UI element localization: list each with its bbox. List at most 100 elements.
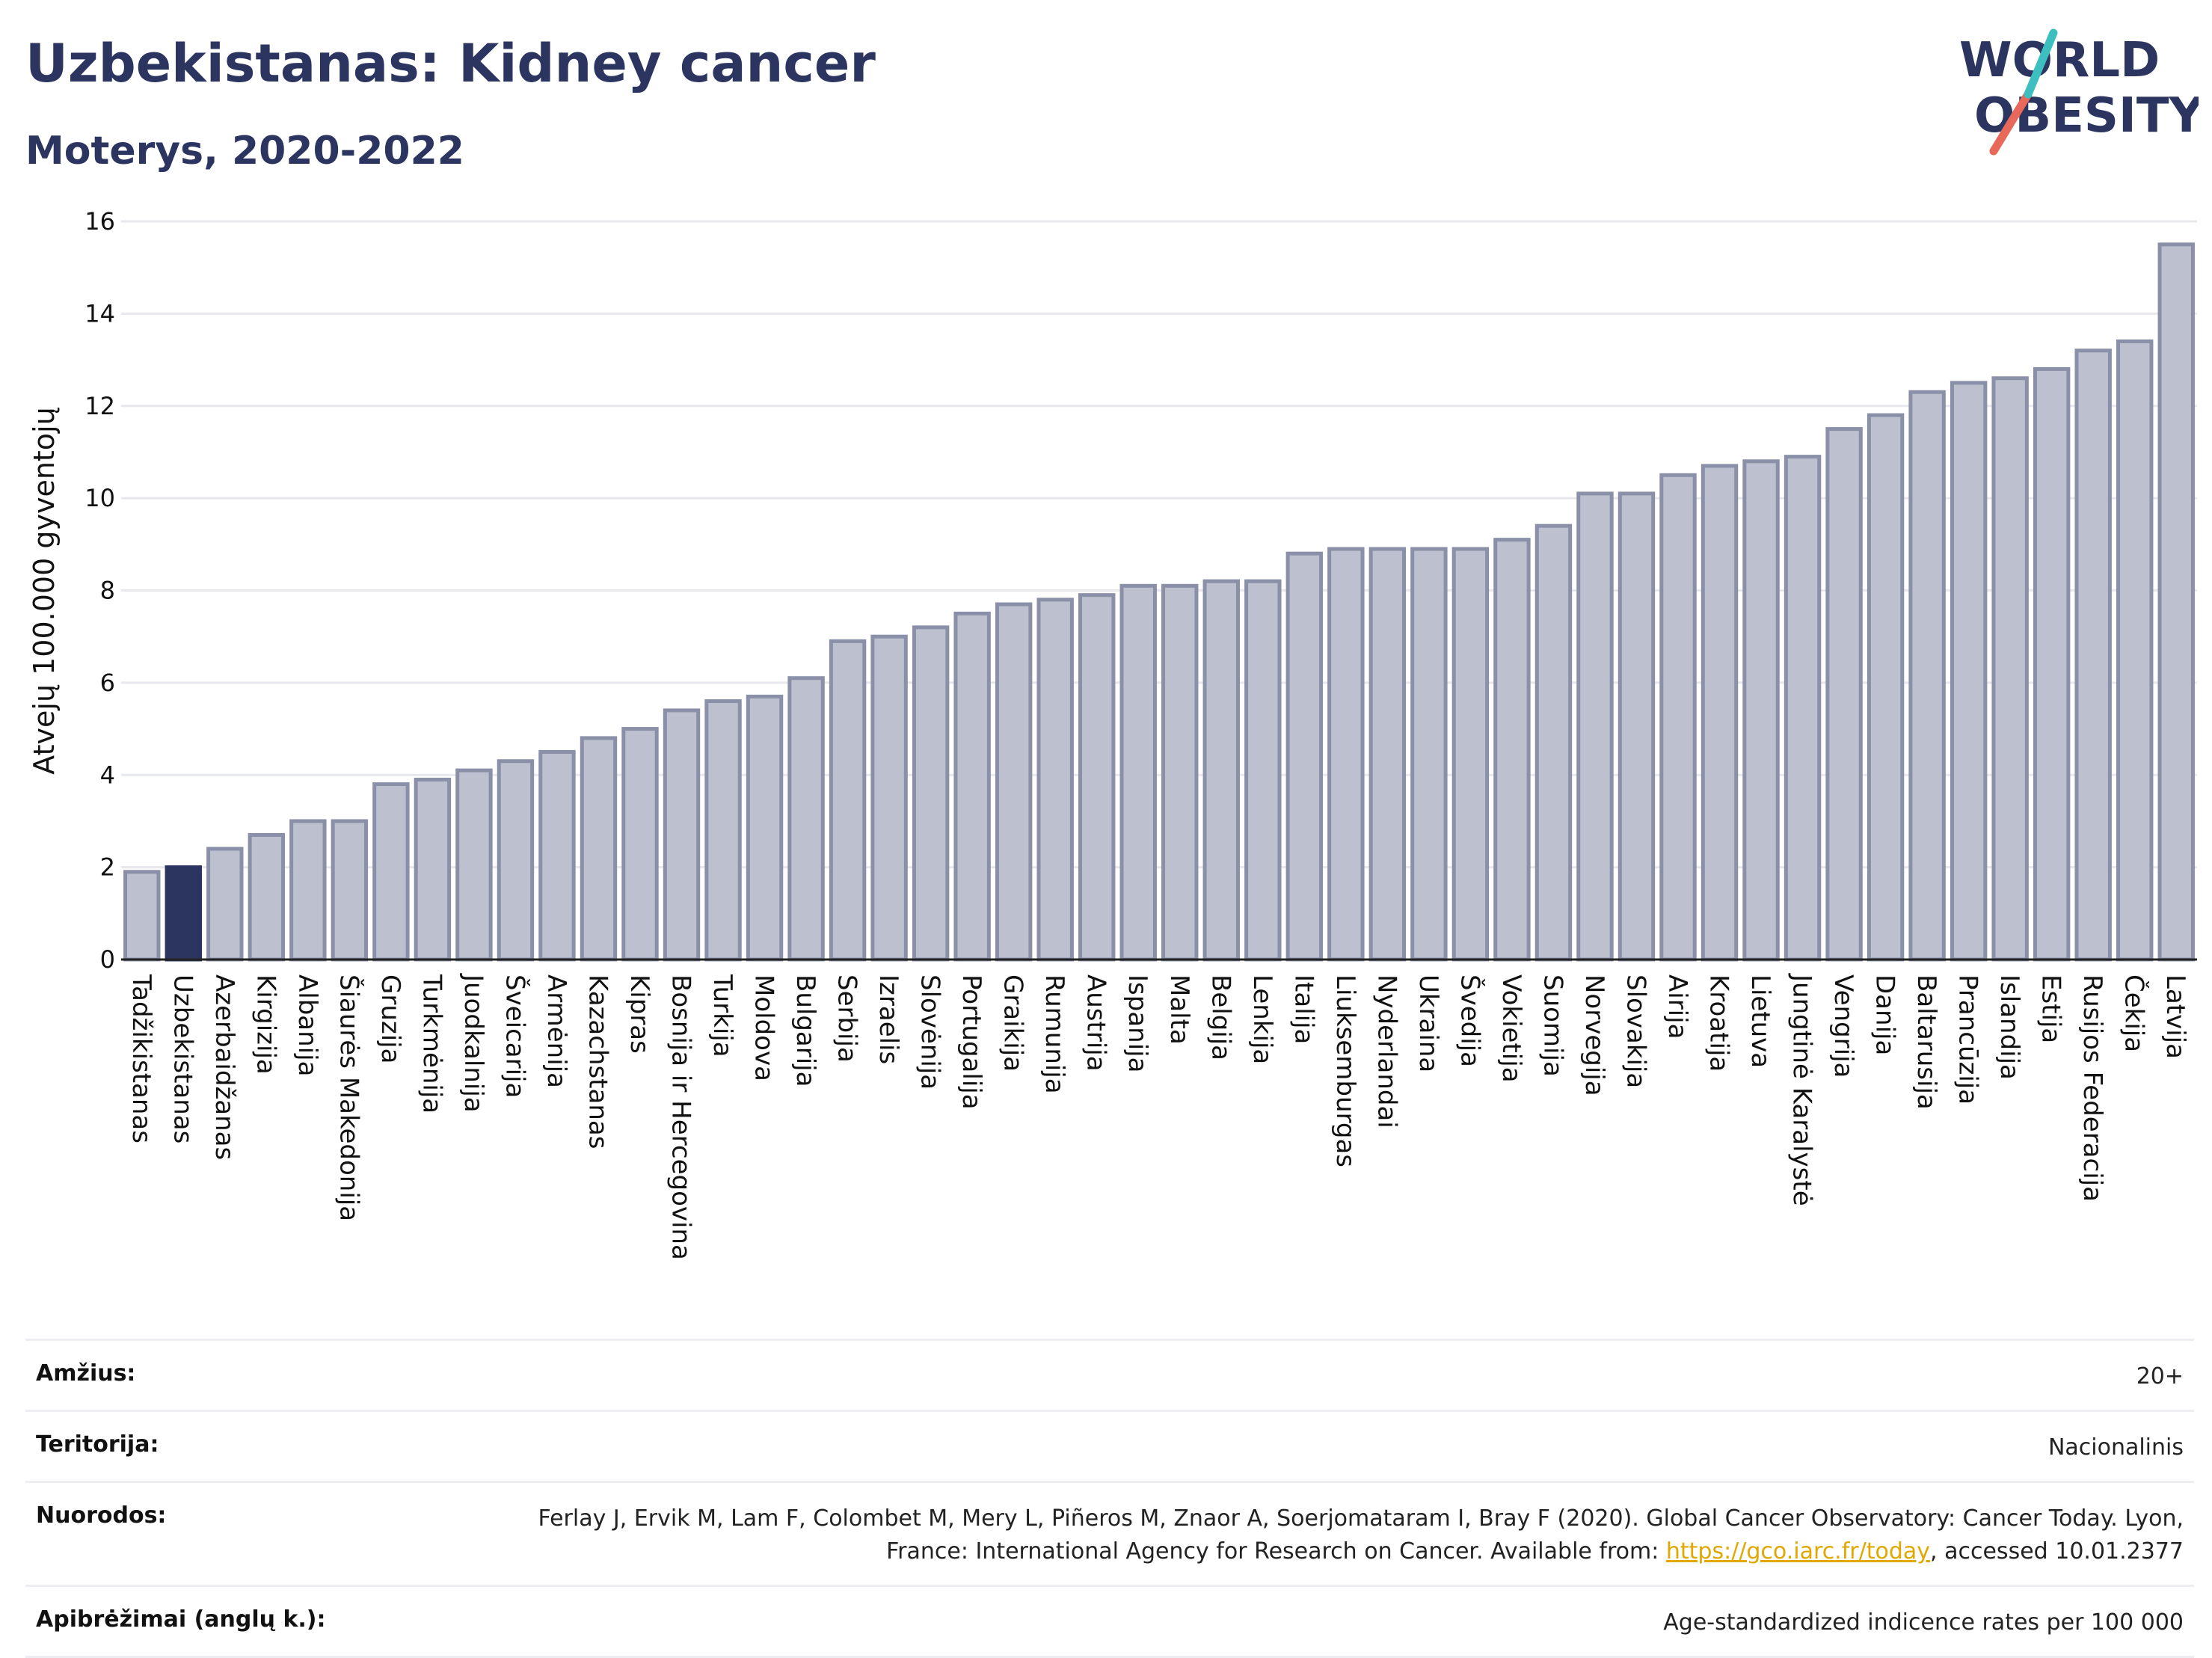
bar — [1368, 547, 1407, 962]
meta-refs-accessed: , accessed 10.01.2377 — [1930, 1538, 2184, 1565]
meta-refs-link[interactable]: https://gco.iarc.fr/today — [1665, 1538, 1931, 1565]
meta-refs-value: Ferlay J, Ervik M, Lam F, Colombet M, Me… — [464, 1502, 2184, 1568]
x-category-label: Turkija — [707, 974, 737, 1057]
x-category-label: Lietuva — [1745, 974, 1775, 1068]
bar — [1202, 579, 1240, 962]
meta-row-definitions: Apibrėžimai (anglų k.): Age-standardized… — [25, 1585, 2194, 1658]
x-category-label: Albanija — [292, 974, 322, 1076]
metadata-table: Amžius: 20+ Teritorija: Nacionalinis Nuo… — [25, 1339, 2194, 1658]
bar — [1742, 459, 1780, 962]
x-category-label: Čekija — [2119, 974, 2150, 1052]
x-category-label: Slovėnija — [915, 974, 945, 1090]
chart-subtitle: Moterys, 2020-2022 — [25, 129, 464, 174]
x-category-label: Serbija — [832, 974, 862, 1063]
x-category-label: Rusijos Federacija — [2077, 974, 2107, 1202]
x-category-label: Graikija — [998, 974, 1028, 1072]
meta-territory-label: Teritorija: — [36, 1431, 159, 1458]
bar — [497, 759, 535, 962]
y-tick-label: 4 — [100, 761, 115, 789]
x-category-label: Azerbaidžanas — [209, 974, 239, 1160]
y-tick-label: 12 — [85, 392, 115, 420]
bar — [372, 782, 410, 962]
x-category-label: Suomija — [1537, 974, 1567, 1077]
x-category-label: Ukraina — [1413, 974, 1443, 1072]
bar — [1285, 551, 1324, 962]
bar — [953, 611, 991, 962]
x-category-label: Bulgarija — [790, 974, 820, 1087]
x-category-label: Armėnija — [541, 974, 571, 1088]
logo-line1: WORLD — [1959, 33, 2160, 88]
bar — [538, 749, 576, 962]
x-category-label: Baltarusija — [1911, 974, 1941, 1110]
bar — [1119, 583, 1157, 962]
x-category-label: Šiaurės Makedonija — [334, 974, 364, 1221]
bar — [1036, 598, 1074, 962]
bar — [704, 699, 742, 962]
bar — [2074, 349, 2112, 962]
bar — [787, 676, 825, 962]
bar — [829, 639, 867, 962]
x-category-label: Estija — [2036, 974, 2066, 1043]
meta-age-value: 20+ — [2136, 1363, 2184, 1390]
logo-slash-coral — [1989, 90, 2033, 156]
bar — [2116, 339, 2154, 962]
x-category-label: Islandija — [1994, 974, 2024, 1080]
chart-title: Uzbekistanas: Kidney cancer — [25, 33, 876, 94]
x-category-label: Kazachstanas — [583, 974, 612, 1149]
bar — [1327, 547, 1365, 962]
x-category-label: Uzbekistanas — [168, 974, 197, 1143]
bar — [912, 625, 950, 962]
x-category-label: Ispanija — [1122, 974, 1152, 1072]
bar — [331, 819, 369, 962]
y-tick-label: 16 — [85, 207, 115, 236]
bar — [414, 777, 452, 962]
bar — [746, 694, 784, 962]
bar — [1161, 583, 1199, 962]
x-category-label: Portugalija — [956, 974, 986, 1110]
y-tick-label: 6 — [100, 669, 115, 697]
y-tick-label: 8 — [100, 577, 115, 605]
bar — [1867, 413, 1905, 962]
x-category-label: Kirgizija — [251, 974, 280, 1075]
bar — [1244, 579, 1282, 962]
x-category-label: Kroatija — [1704, 974, 1734, 1072]
bar — [1701, 464, 1739, 962]
y-tick-label: 14 — [85, 299, 115, 328]
x-category-label: Vokietija — [1496, 974, 1526, 1083]
x-category-label: Moldova — [749, 974, 779, 1081]
x-category-label: Izraelis — [873, 974, 903, 1064]
bar — [1825, 427, 1863, 962]
x-category-label: Jungtinė Karalystė — [1787, 973, 1817, 1206]
meta-refs-label: Nuorodos: — [36, 1502, 167, 1529]
bar — [1410, 547, 1448, 962]
x-category-label: Airija — [1662, 974, 1692, 1039]
meta-age-label: Amžius: — [36, 1360, 136, 1387]
x-category-label: Italija — [1288, 974, 1318, 1044]
bar — [1493, 538, 1531, 962]
x-category-label: Juodkalnija — [458, 973, 488, 1113]
bar — [248, 832, 286, 962]
bar — [1784, 455, 1822, 962]
x-category-label: Turkmėnija — [417, 974, 446, 1114]
bar — [1908, 390, 1946, 962]
bar — [1950, 381, 1988, 962]
x-category-label: Kipras — [624, 974, 654, 1054]
y-tick-label: 0 — [100, 945, 115, 974]
x-category-label: Bosnija ir Hercegovina — [666, 974, 696, 1260]
x-category-label: Latvija — [2160, 974, 2190, 1059]
meta-refs-text: Ferlay J, Ervik M, Lam F, Colombet M, Me… — [538, 1505, 2184, 1565]
bar — [995, 602, 1033, 962]
bar — [289, 819, 327, 962]
y-tick-labels: 0 2 4 6 8 10 12 14 16 — [85, 207, 115, 974]
x-category-label: Malta — [1164, 974, 1194, 1045]
x-category-label: Norvegija — [1579, 974, 1609, 1096]
logo-slash-teal — [2024, 28, 2058, 99]
meta-row-age: Amžius: 20+ — [25, 1339, 2194, 1410]
bar — [1991, 376, 2029, 962]
meta-row-references: Nuorodos: Ferlay J, Ervik M, Lam F, Colo… — [25, 1481, 2194, 1585]
bar-chart: 0 2 4 6 8 10 12 14 16 Tadžikistanas Uzbekistanas A… — [28, 207, 2197, 1260]
bar — [580, 736, 618, 962]
bar — [1078, 593, 1116, 962]
bar — [1617, 491, 1656, 962]
meta-defs-label: Apibrėžimai (anglų k.): — [36, 1606, 326, 1633]
